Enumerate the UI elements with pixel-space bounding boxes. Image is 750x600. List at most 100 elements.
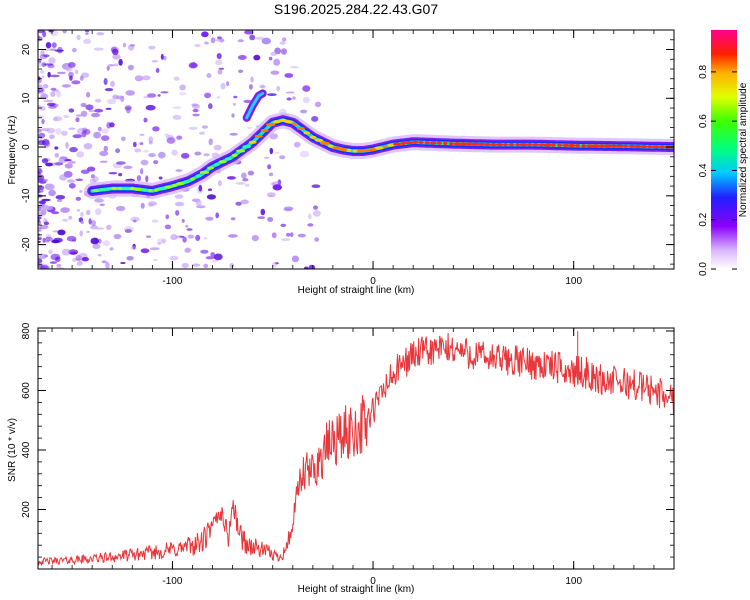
heatmap-noise-blob <box>99 160 108 163</box>
heatmap-noise-blob <box>76 151 85 158</box>
heatmap-y-ticks: -20 -10 0 10 20 <box>21 29 674 265</box>
heatmap-noise-blob <box>38 88 41 93</box>
heatmap-noise-blob <box>41 118 45 125</box>
colorbar-tick-label: 0.8 <box>698 64 709 78</box>
colorbar-gradient <box>711 30 737 269</box>
heatmap-noise-blob <box>237 55 247 60</box>
heatmap-noise-blob <box>45 42 52 49</box>
heatmap-noise-blob <box>133 219 137 223</box>
heatmap-noise-blob <box>38 219 41 225</box>
heatmap-noise-blob <box>240 199 249 205</box>
heatmap-noise-blob <box>257 216 266 220</box>
heatmap-noise-blob <box>238 69 244 74</box>
heatmap-y-axis-label: Frequency (Hz) <box>7 116 18 185</box>
x-tick-label: 100 <box>565 276 582 287</box>
heatmap-noise-blob <box>68 183 76 189</box>
heatmap-noise-blob <box>192 263 201 267</box>
y-tick-label: 0 <box>21 144 32 150</box>
heatmap-noise-blob <box>148 136 154 143</box>
heatmap-noise-blob <box>98 238 102 244</box>
heatmap-noise-blob <box>130 245 137 251</box>
ridge-core-blob <box>236 149 246 153</box>
heatmap-noise-blob <box>76 209 80 212</box>
heatmap-noise-blob <box>235 182 246 185</box>
ridge-core-blob <box>242 145 251 149</box>
heatmap-noise-blob <box>149 247 160 251</box>
heatmap-noise-blob <box>200 249 209 254</box>
snr-y-ticks: 200 400 600 800 <box>21 322 674 570</box>
ridge-core-blob <box>623 144 629 148</box>
chart-title: S196.2025.284.22.43.G07 <box>274 1 438 17</box>
heatmap-noise-blob <box>48 30 55 33</box>
heatmap-noise-blob <box>173 76 180 81</box>
heatmap-noise-blob <box>80 169 90 175</box>
heatmap-noise-blob <box>260 208 266 216</box>
heatmap-noise-blob <box>192 108 199 113</box>
heatmap-noise-blob <box>90 220 97 227</box>
ridge-core-blob <box>154 188 159 192</box>
ridge-core-blob <box>603 144 613 148</box>
heatmap-noise-blob <box>67 161 74 165</box>
heatmap-noise-blob <box>103 78 108 85</box>
ridge-core-blob <box>374 146 384 150</box>
colorbar-ticks: 0.0 0.2 0.4 0.6 0.8 <box>698 64 737 299</box>
ridge-core-blob <box>411 140 420 144</box>
heatmap-noise-blob <box>140 159 149 166</box>
ridge-core-blob <box>254 134 263 138</box>
heatmap-noise-blob <box>205 256 216 260</box>
ridge-core-blob <box>418 140 424 145</box>
heatmap-noise-blob <box>279 41 286 45</box>
heatmap-noise-blob <box>79 75 84 81</box>
heatmap-noise-blob <box>95 208 102 216</box>
heatmap-noise-blob <box>68 71 74 78</box>
heatmap-noise-blob <box>185 224 189 228</box>
x-tick-label: 0 <box>370 576 376 587</box>
heatmap-noise-blob <box>310 116 319 122</box>
heatmap-noise-blob <box>38 216 42 220</box>
heatmap-noise-blob <box>92 243 101 249</box>
heatmap-noise-blob <box>157 94 161 97</box>
heatmap-noise-blob <box>285 232 291 237</box>
heatmap-noise-blob <box>206 194 216 200</box>
heatmap-noise-blob <box>88 109 95 113</box>
snr-x-ticks: -100 0 100 <box>51 328 675 587</box>
heatmap-noise-blob <box>235 201 242 206</box>
ridge-core-blob <box>400 141 406 145</box>
heatmap-noise-blob <box>99 150 109 157</box>
heatmap-noise-blob <box>63 115 70 118</box>
heatmap-noise-blob <box>86 166 96 172</box>
ridge-core-blob <box>538 143 545 147</box>
heatmap-noise-blob <box>67 62 76 68</box>
heatmap-noise-blob <box>46 127 56 134</box>
heatmap-noise-blob <box>76 34 81 41</box>
heatmap-noise-blob <box>38 36 43 42</box>
ridge-core-blob <box>575 144 581 148</box>
ridge-core-blob <box>477 142 486 146</box>
heatmap-noise-blob <box>80 220 84 225</box>
ridge-core-blob <box>346 148 352 152</box>
heatmap-noise-blob <box>66 179 75 183</box>
heatmap-noise-blob <box>282 208 293 212</box>
ridge-core-blob <box>502 143 509 147</box>
heatmap-noise-blob <box>311 184 321 188</box>
snr-y-axis-label: SNR (10 * v/v) <box>7 418 18 482</box>
heatmap-noise-blob <box>38 105 42 110</box>
ridge-core-blob <box>387 143 395 147</box>
heatmap-noise-blob <box>112 54 121 60</box>
ridge-core-blob <box>647 145 653 149</box>
ridge-core-blob <box>303 131 311 135</box>
heatmap-noise-blob <box>267 93 277 96</box>
heatmap-noise-blob <box>166 137 176 144</box>
ridge-core-blob <box>314 138 323 142</box>
y-tick-label: -20 <box>21 237 32 252</box>
heatmap-noise-blob <box>139 142 144 146</box>
heatmap-noise-blob <box>184 247 192 252</box>
heatmap-noise-blob <box>255 36 265 40</box>
heatmap-noise-blob <box>83 38 92 44</box>
heatmap-noise-blob <box>281 37 287 42</box>
heatmap-noise-blob <box>165 214 170 220</box>
heatmap-noise-blob <box>140 202 145 209</box>
heatmap-noise-blob <box>107 98 117 105</box>
heatmap-noise-blob <box>187 234 195 239</box>
heatmap-noise-blob <box>281 238 291 242</box>
